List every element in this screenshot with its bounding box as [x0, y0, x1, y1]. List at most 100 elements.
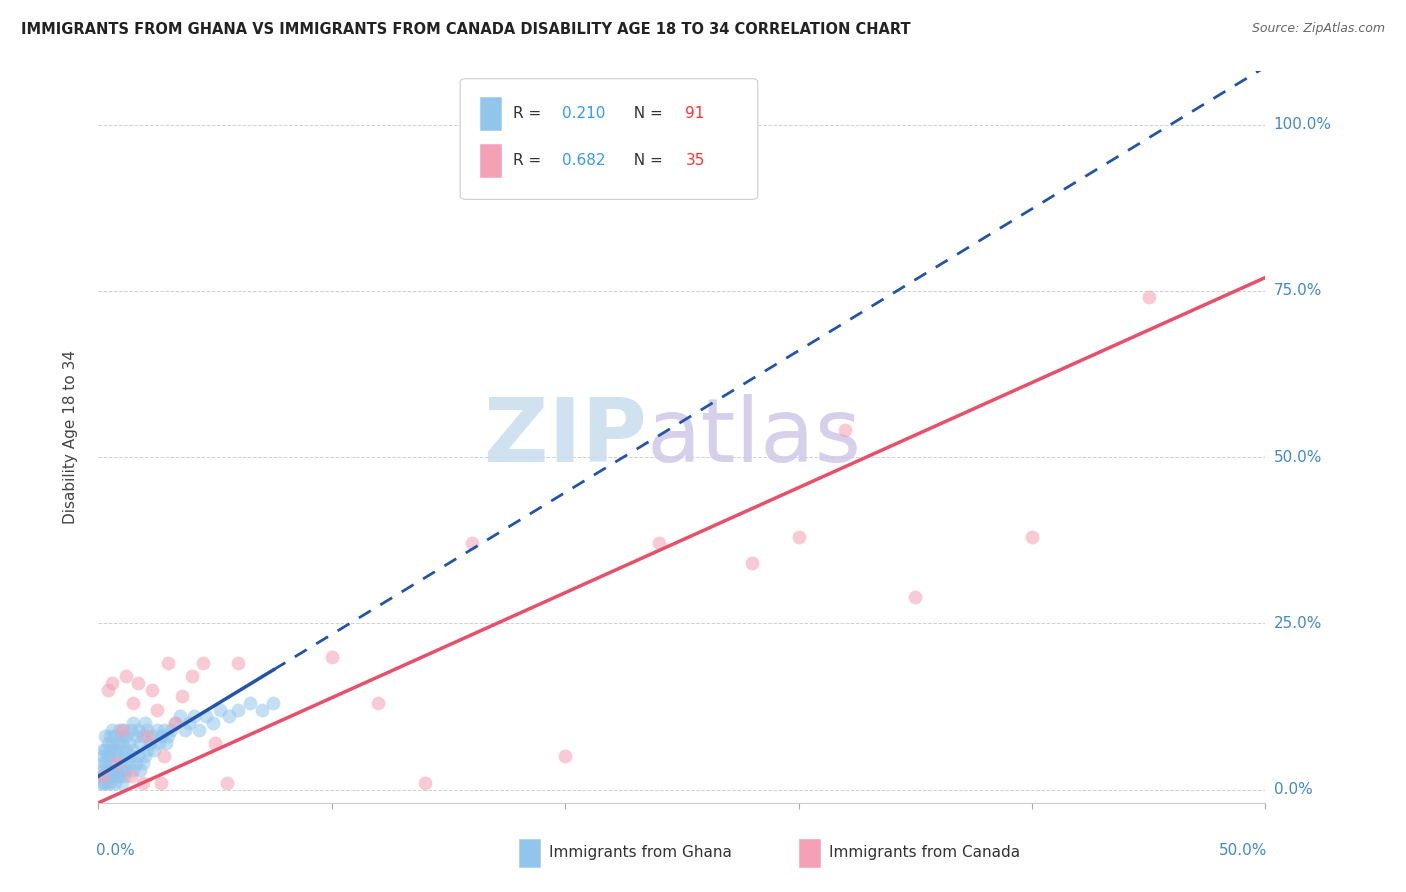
- Point: [98, 742, 121, 756]
- Point: [108, 742, 131, 756]
- Point: [101, 756, 124, 770]
- Text: 100.0%: 100.0%: [1274, 117, 1331, 132]
- Bar: [479, 145, 501, 177]
- Bar: [479, 96, 501, 129]
- Point: [94, 729, 117, 743]
- Point: [413, 776, 436, 790]
- Point: [101, 723, 124, 737]
- Point: [111, 776, 134, 790]
- Point: [143, 742, 166, 756]
- Point: [94, 756, 117, 770]
- Point: [741, 557, 763, 571]
- Point: [112, 723, 135, 737]
- Point: [129, 736, 152, 750]
- Point: [172, 690, 194, 704]
- Point: [132, 756, 155, 770]
- Point: [104, 776, 127, 790]
- Point: [105, 763, 128, 777]
- Point: [104, 729, 127, 743]
- Point: [104, 763, 127, 777]
- Point: [165, 716, 187, 731]
- Bar: [799, 839, 820, 867]
- Point: [134, 716, 156, 731]
- Point: [101, 736, 124, 750]
- Point: [105, 756, 128, 770]
- Point: [115, 669, 138, 683]
- Point: [228, 656, 250, 670]
- Point: [136, 742, 159, 756]
- Point: [111, 729, 134, 743]
- Point: [134, 749, 156, 764]
- Text: Immigrants from Canada: Immigrants from Canada: [830, 845, 1021, 860]
- Point: [194, 709, 217, 723]
- Point: [146, 723, 169, 737]
- Point: [97, 682, 120, 697]
- Text: 50.0%: 50.0%: [1274, 450, 1322, 465]
- Point: [157, 656, 180, 670]
- Point: [94, 742, 117, 756]
- Point: [122, 763, 145, 777]
- Point: [321, 649, 343, 664]
- Point: [90, 756, 112, 770]
- Text: R =: R =: [513, 105, 546, 120]
- Point: [101, 769, 124, 783]
- Point: [132, 729, 155, 743]
- Point: [148, 736, 170, 750]
- Point: [94, 769, 117, 783]
- Bar: [519, 839, 540, 867]
- Point: [146, 703, 169, 717]
- Point: [554, 749, 576, 764]
- Text: 50.0%: 50.0%: [1219, 843, 1268, 858]
- Point: [105, 749, 128, 764]
- Point: [904, 590, 927, 604]
- Y-axis label: Disability Age 18 to 34: Disability Age 18 to 34: [63, 350, 77, 524]
- Point: [111, 763, 134, 777]
- Point: [111, 756, 134, 770]
- Point: [136, 723, 159, 737]
- Point: [1021, 530, 1043, 544]
- Point: [228, 703, 250, 717]
- Point: [141, 729, 163, 743]
- Point: [90, 769, 112, 783]
- Text: Immigrants from Ghana: Immigrants from Ghana: [548, 845, 731, 860]
- Point: [111, 723, 134, 737]
- Point: [120, 769, 142, 783]
- Point: [105, 736, 128, 750]
- Point: [204, 736, 226, 750]
- Text: N =: N =: [624, 153, 668, 168]
- Point: [152, 723, 174, 737]
- Point: [180, 669, 202, 683]
- Text: atlas: atlas: [647, 393, 862, 481]
- Text: ZIP: ZIP: [484, 393, 647, 481]
- Point: [112, 749, 135, 764]
- Point: [115, 763, 138, 777]
- Point: [127, 723, 149, 737]
- Point: [115, 729, 138, 743]
- Point: [91, 776, 114, 790]
- Point: [94, 776, 117, 790]
- Point: [239, 696, 262, 710]
- Point: [115, 742, 138, 756]
- Point: [169, 709, 191, 723]
- Text: N =: N =: [624, 105, 668, 120]
- Point: [787, 530, 810, 544]
- Point: [834, 424, 856, 438]
- Point: [179, 716, 201, 731]
- Point: [218, 709, 240, 723]
- Point: [647, 536, 669, 550]
- Point: [250, 703, 273, 717]
- Point: [187, 723, 209, 737]
- Point: [98, 729, 121, 743]
- Point: [173, 723, 195, 737]
- Point: [127, 749, 149, 764]
- Point: [367, 696, 389, 710]
- Point: [125, 756, 148, 770]
- Point: [97, 749, 120, 764]
- Text: 0.0%: 0.0%: [1274, 782, 1312, 797]
- Point: [108, 723, 131, 737]
- Point: [98, 769, 121, 783]
- Point: [97, 736, 120, 750]
- Point: [208, 703, 231, 717]
- Point: [111, 736, 134, 750]
- Point: [98, 749, 121, 764]
